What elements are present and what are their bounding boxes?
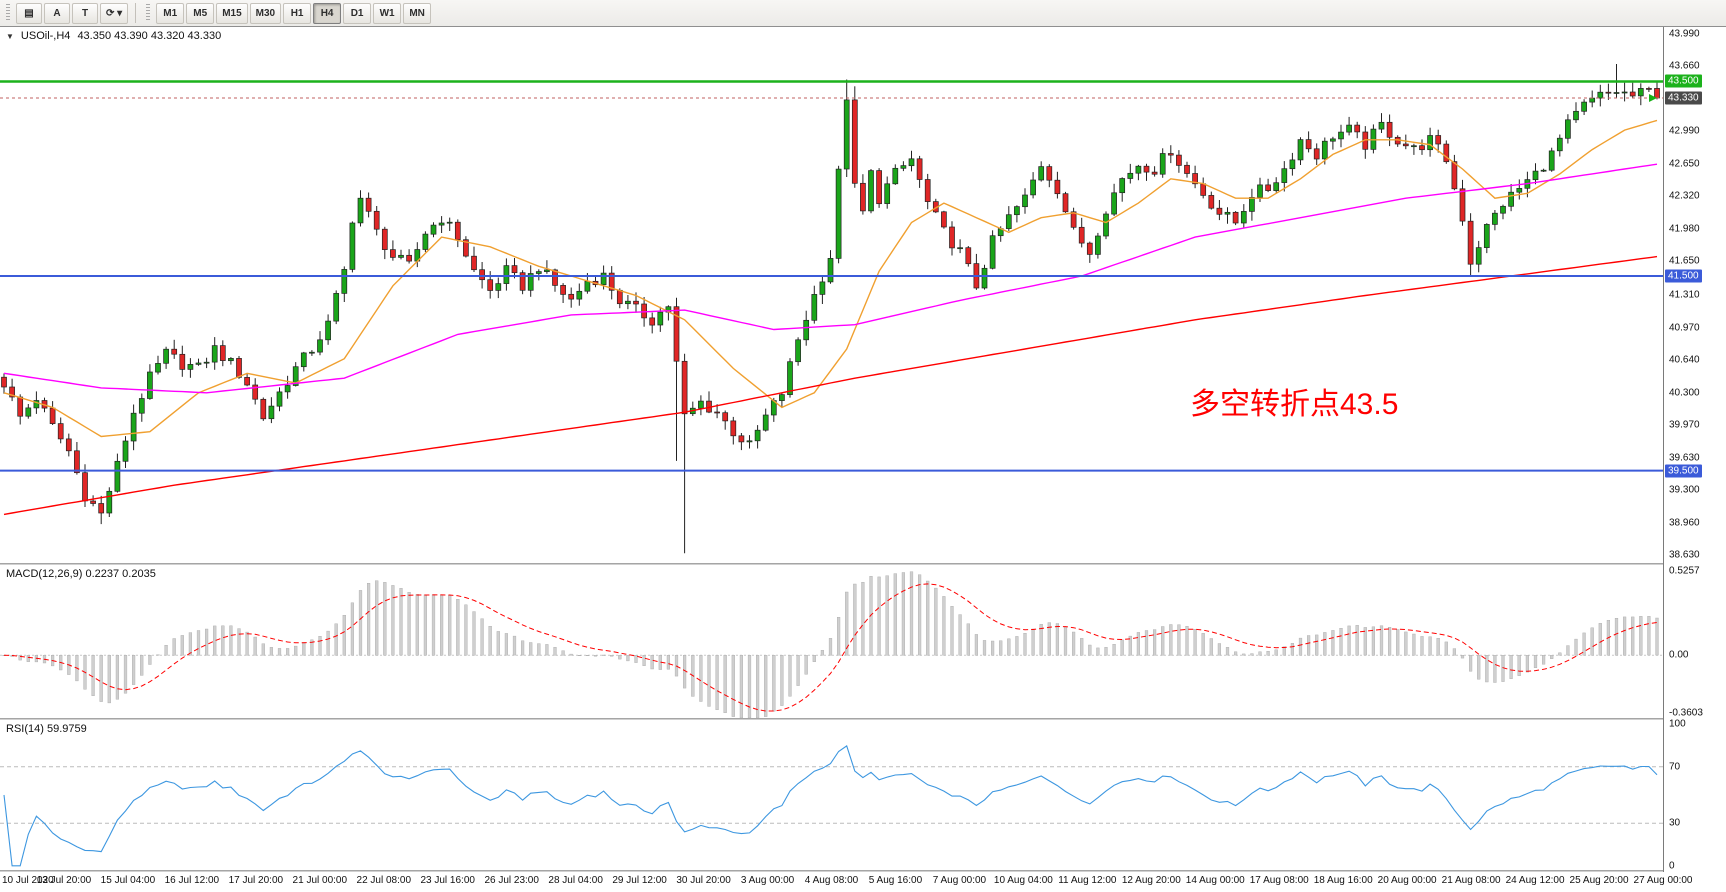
panel-divider[interactable] bbox=[0, 563, 1726, 565]
timeframe-button-h1[interactable]: H1 bbox=[283, 2, 312, 24]
candlestick-chart-canvas[interactable] bbox=[0, 27, 1663, 563]
macd-indicator-panel: MACD(12,26,9) 0.2237 0.2035 bbox=[0, 565, 1663, 718]
time-axis-label: 27 Aug 00:00 bbox=[1633, 875, 1693, 886]
panel-divider[interactable] bbox=[0, 718, 1726, 720]
time-axis-label: 15 Jul 04:00 bbox=[100, 875, 156, 886]
time-axis-label: 7 Aug 00:00 bbox=[932, 875, 987, 886]
axis-label: 40.300 bbox=[1669, 387, 1700, 399]
time-axis-label: 10 Jul 2020 bbox=[2, 875, 54, 886]
chart-title: ▼ USOil-,H4 43.350 43.390 43.320 43.330 bbox=[6, 30, 221, 42]
rsi-chart-canvas[interactable] bbox=[0, 720, 1663, 870]
time-axis-label: 17 Jul 20:00 bbox=[228, 875, 284, 886]
timeframe-button-m5[interactable]: M5 bbox=[186, 2, 215, 24]
axis-label: 42.990 bbox=[1669, 125, 1700, 137]
chart-collapse-icon[interactable]: ▼ bbox=[6, 31, 14, 41]
time-axis-label: 18 Aug 16:00 bbox=[1313, 875, 1373, 886]
time-axis-label: 10 Aug 04:00 bbox=[993, 875, 1053, 886]
time-axis-label: 14 Aug 00:00 bbox=[1185, 875, 1245, 886]
time-axis-label: 5 Aug 16:00 bbox=[868, 875, 923, 886]
indicator-window-button[interactable]: ▤ bbox=[16, 2, 42, 24]
time-axis-label: 12 Aug 20:00 bbox=[1121, 875, 1181, 886]
price-axis[interactable]: 43.990 43.660 43.330 42.990 42.650 42.320 41.9… bbox=[1663, 27, 1726, 872]
time-axis-label: 30 Jul 20:00 bbox=[676, 875, 731, 886]
rsi-indicator-panel: RSI(14) 59.9759 bbox=[0, 720, 1663, 870]
axis-label: 42.320 bbox=[1669, 190, 1700, 202]
axis-label: 41.310 bbox=[1669, 289, 1700, 300]
axis-label: 30 bbox=[1669, 817, 1681, 829]
timeframe-button-m1[interactable]: M1 bbox=[156, 2, 185, 24]
toolbar-drag-handle[interactable] bbox=[146, 4, 151, 22]
axis-label: 38.630 bbox=[1669, 549, 1700, 561]
macd-header: MACD(12,26,9) 0.2237 0.2035 bbox=[6, 568, 156, 580]
time-axis-label: 17 Aug 08:00 bbox=[1249, 875, 1309, 886]
timeframe-button-m30[interactable]: M30 bbox=[249, 2, 282, 24]
timeframe-button-m15[interactable]: M15 bbox=[216, 2, 248, 24]
axis-label: 39.630 bbox=[1669, 452, 1700, 464]
timeframe-button-mn[interactable]: MN bbox=[403, 2, 432, 24]
drawing-tools-group: ▤ A T ⟳ ▾ bbox=[16, 2, 129, 24]
axis-label: 39.300 bbox=[1669, 484, 1700, 496]
axis-label: 38.960 bbox=[1669, 517, 1700, 529]
axis-label: 42.650 bbox=[1669, 158, 1700, 170]
axis-label: 70 bbox=[1669, 761, 1681, 773]
time-axis-label: 16 Jul 12:00 bbox=[164, 875, 220, 886]
time-axis-label: 20 Aug 00:00 bbox=[1377, 875, 1437, 886]
axis-price-tag: 39.500 bbox=[1665, 464, 1702, 478]
time-axis-label: 24 Aug 12:00 bbox=[1505, 875, 1565, 886]
time-axis-label: 26 Jul 23:00 bbox=[484, 875, 539, 886]
time-axis-label: 21 Jul 00:00 bbox=[292, 875, 348, 886]
timeframe-button-h4[interactable]: H4 bbox=[313, 2, 342, 24]
axis-price-tag: 43.330 bbox=[1665, 91, 1702, 105]
axis-label: 40.970 bbox=[1669, 322, 1700, 334]
axis-label: 0.5257 bbox=[1669, 565, 1700, 577]
auto-scroll-button[interactable]: ⟳ ▾ bbox=[100, 2, 129, 24]
toolbar-separator bbox=[135, 3, 137, 23]
time-axis-label: 13 Jul 20:00 bbox=[36, 875, 92, 886]
panel-divider bbox=[0, 870, 1726, 872]
chart-text-annotation: 多空转折点43.5 bbox=[1190, 388, 1399, 421]
timeframes-group: M1 M5 M15 M30 H1 H4 D1 W1 MN bbox=[156, 2, 432, 24]
rsi-header: RSI(14) 59.9759 bbox=[6, 723, 87, 735]
time-axis[interactable]: 10 Jul 2020 13 Jul 20:00 15 Jul 04:00 16 Ju… bbox=[0, 872, 1692, 892]
axis-label: -0.3603 bbox=[1669, 707, 1703, 719]
time-axis-label: 25 Aug 20:00 bbox=[1569, 875, 1629, 886]
axis-label: 100 bbox=[1669, 718, 1686, 730]
main-toolbar: ▤ A T ⟳ ▾ M1 M5 M15 M30 H1 H4 D1 W1 MN bbox=[0, 0, 1726, 27]
axis-label: 0.00 bbox=[1669, 649, 1689, 661]
time-axis-label: 21 Aug 08:00 bbox=[1441, 875, 1501, 886]
type-tool-button[interactable]: T bbox=[72, 2, 98, 24]
time-axis-label: 3 Aug 00:00 bbox=[740, 875, 795, 886]
axis-price-tag: 43.500 bbox=[1665, 74, 1702, 88]
axis-label: 40.640 bbox=[1669, 354, 1700, 366]
chart-symbol-label: USOil-,H4 bbox=[20, 30, 71, 42]
toolbar-drag-handle[interactable] bbox=[6, 4, 10, 22]
axis-label: 41.980 bbox=[1669, 223, 1700, 235]
time-axis-label: 28 Jul 04:00 bbox=[548, 875, 603, 886]
axis-label: 43.990 bbox=[1669, 28, 1700, 40]
axis-label: 43.660 bbox=[1669, 60, 1700, 72]
chart-ohlc-values: 43.350 43.390 43.320 43.330 bbox=[77, 30, 222, 42]
axis-label: 39.970 bbox=[1669, 419, 1700, 431]
axis-label: 0 bbox=[1669, 860, 1675, 872]
timeframe-button-d1[interactable]: D1 bbox=[343, 2, 372, 24]
axis-price-tag: 41.500 bbox=[1665, 269, 1702, 283]
time-axis-label: 4 Aug 08:00 bbox=[804, 875, 859, 886]
time-axis-label: 11 Aug 12:00 bbox=[1058, 875, 1117, 886]
text-annotation-button[interactable]: A bbox=[44, 2, 70, 24]
axis-label: 41.650 bbox=[1669, 255, 1700, 267]
time-axis-label: 22 Jul 08:00 bbox=[356, 875, 412, 886]
time-axis-label: 29 Jul 12:00 bbox=[612, 875, 667, 886]
timeframe-button-w1[interactable]: W1 bbox=[373, 2, 402, 24]
macd-chart-canvas[interactable] bbox=[0, 565, 1663, 718]
time-axis-label: 23 Jul 16:00 bbox=[420, 875, 475, 886]
main-chart-panel: ▼ USOil-,H4 43.350 43.390 43.320 43.330 … bbox=[0, 27, 1663, 563]
